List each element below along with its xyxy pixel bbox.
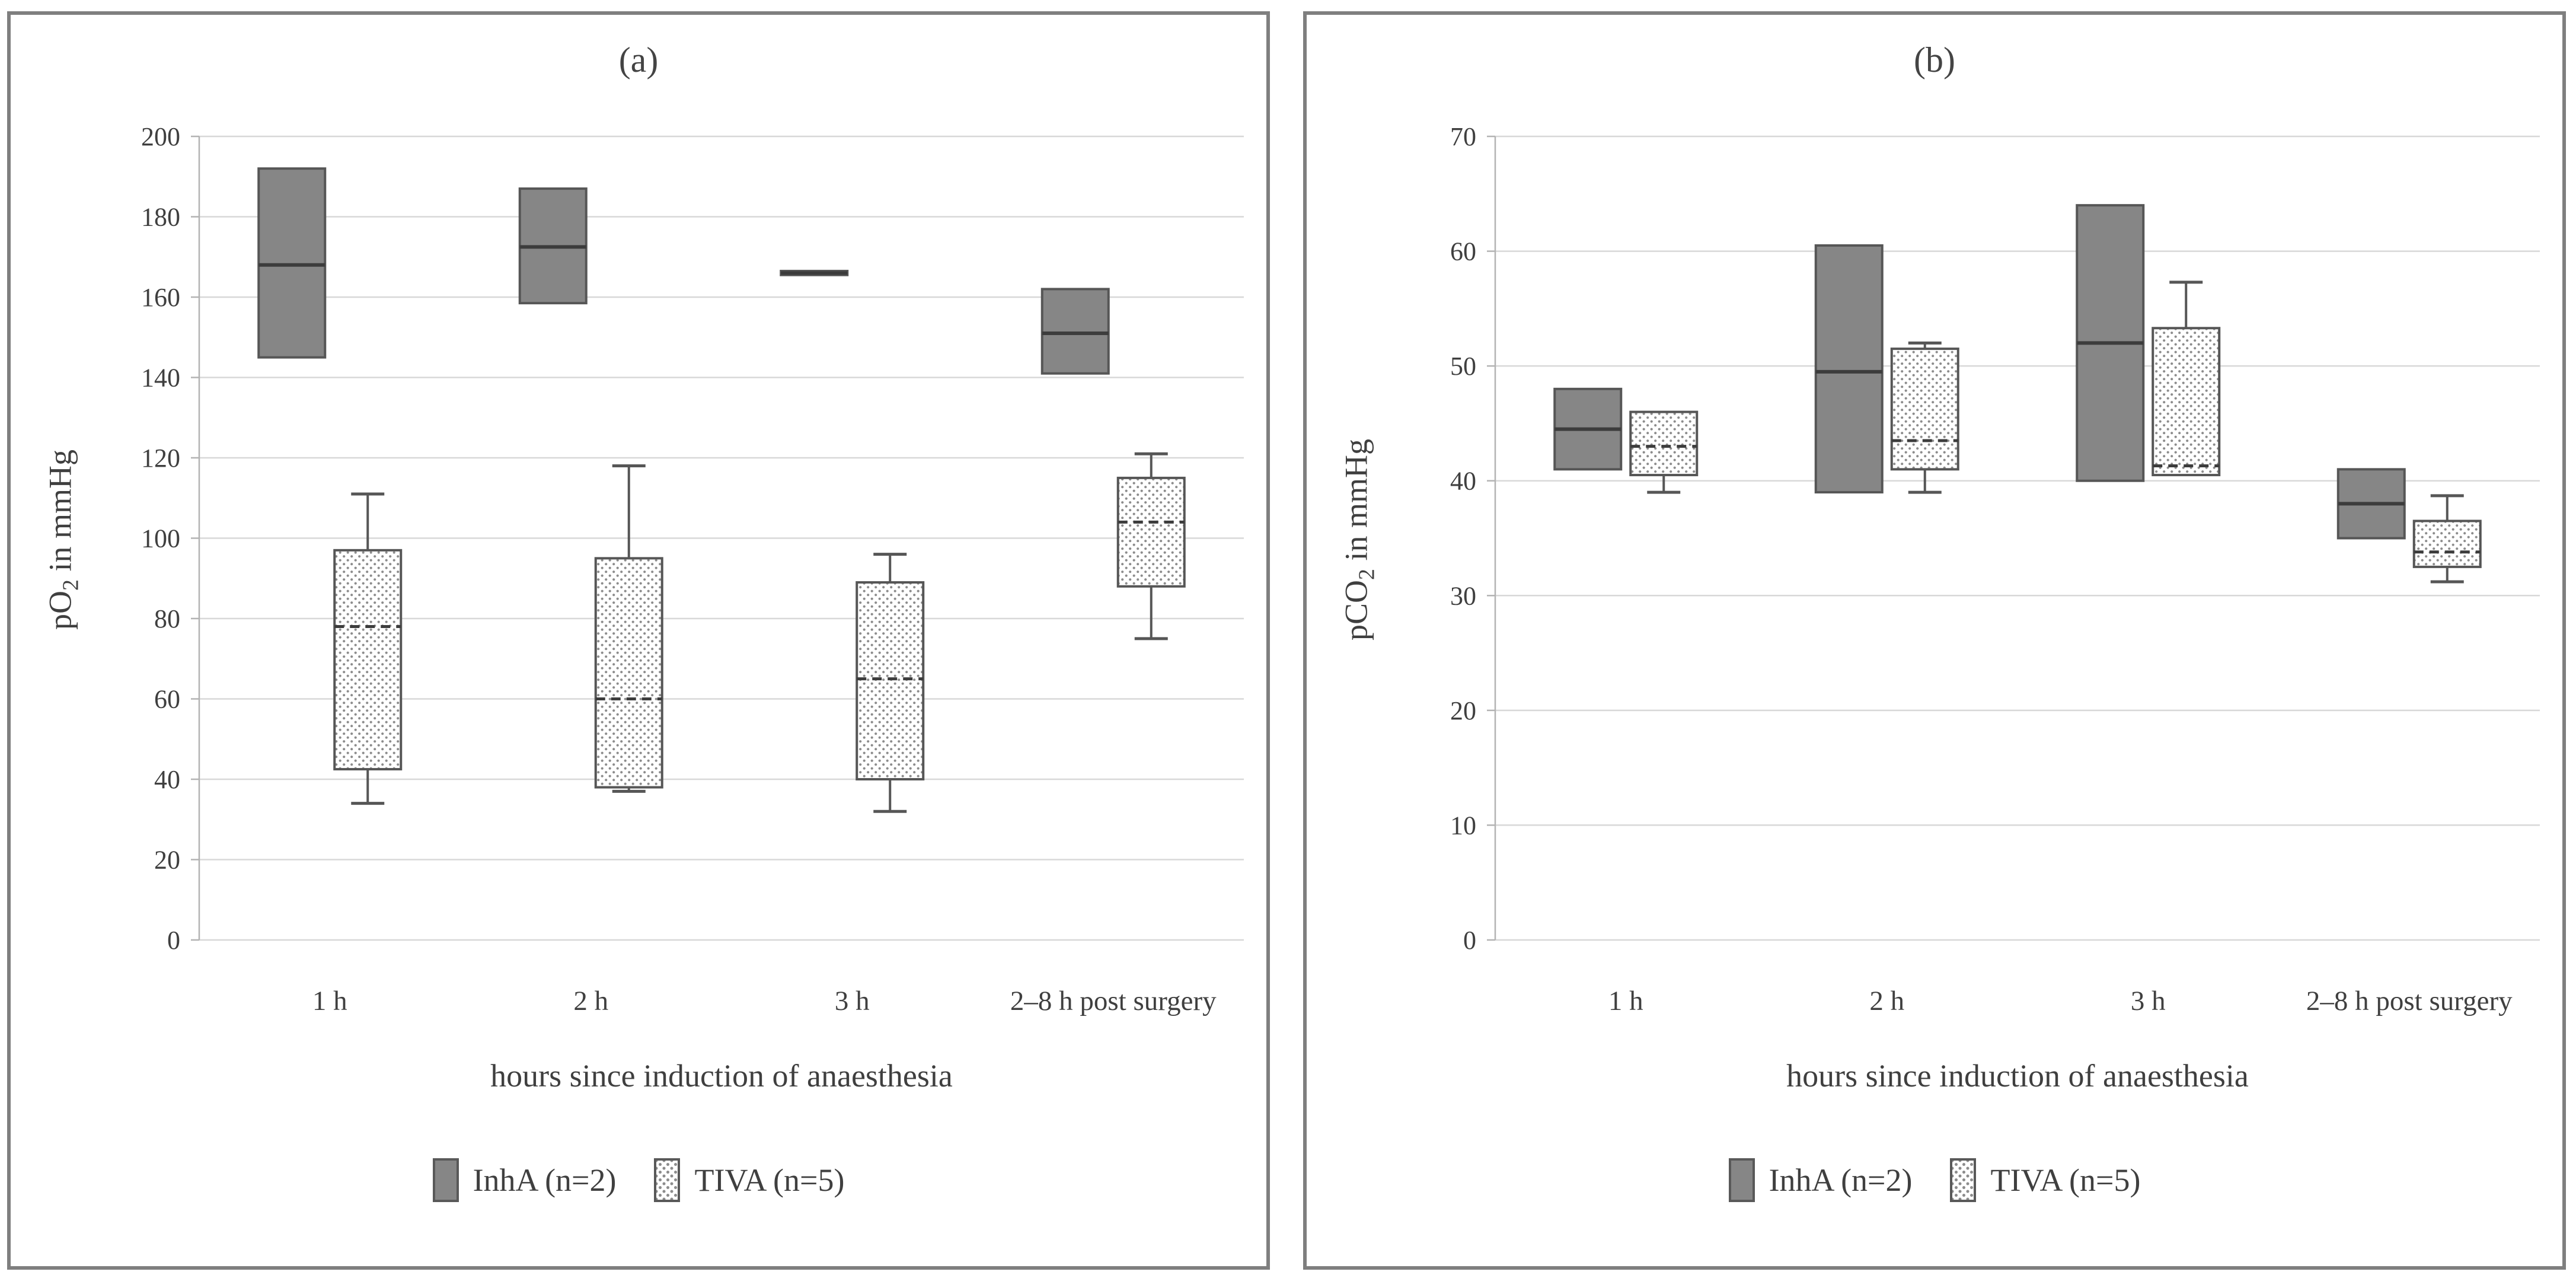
tiva-box-group	[594, 464, 663, 793]
y-tick-label: 10	[1450, 811, 1476, 840]
y-tick-label: 160	[141, 283, 180, 312]
y-tick-label: 0	[167, 926, 180, 955]
tiva-box	[856, 581, 925, 781]
panel-a-legend: InhA (n=2) TIVA (n=5)	[11, 1158, 1266, 1202]
x-category-label: 3 h	[2131, 986, 2166, 1016]
inha-box-group	[2336, 468, 2406, 540]
y-tick-label: 40	[1450, 467, 1476, 496]
tiva-swatch-icon	[654, 1158, 681, 1202]
y-tick-label: 20	[1450, 696, 1476, 725]
tiva-box	[594, 557, 663, 789]
inha-box-group	[1040, 288, 1110, 375]
panel-a: (a) pO2 in mmHg 0 20 40 60 80 100 120 140 160 180…	[7, 11, 1270, 1270]
y-tick-label: 60	[1450, 237, 1476, 266]
y-tick-label: 40	[154, 765, 180, 794]
panel-b-plot: 0 10 20 30 40 50 60 70 1 h 2 h 3 h 2–8 h post surge…	[1450, 122, 2540, 1016]
tiva-swatch-icon	[1950, 1158, 1977, 1202]
legend-item-tiva: TIVA (n=5)	[1950, 1158, 2140, 1202]
y-tick-label: 70	[1450, 122, 1476, 151]
inha-swatch-icon	[432, 1158, 459, 1202]
x-category-label: 2–8 h post surgery	[1010, 986, 1217, 1016]
inha-box-group	[1814, 244, 1884, 494]
legend-item-inha: InhA (n=2)	[1728, 1158, 1913, 1202]
inha-box-group	[257, 167, 327, 359]
x-category-label: 2–8 h post surgery	[2306, 986, 2513, 1016]
tiva-box-group	[2152, 281, 2221, 477]
panel-b-legend: InhA (n=2) TIVA (n=5)	[1307, 1158, 2562, 1202]
inha-box-group	[780, 269, 849, 276]
inha-box	[1040, 288, 1110, 375]
tiva-box-group	[2412, 494, 2482, 584]
inha-box	[257, 167, 327, 359]
tiva-legend-label: TIVA (n=5)	[694, 1162, 845, 1198]
x-category-label: 1 h	[1608, 986, 1643, 1016]
y-tick-label: 80	[154, 604, 180, 633]
inha-box-group	[2076, 204, 2145, 482]
x-category-label: 2 h	[1869, 986, 1904, 1016]
tiva-box	[1890, 348, 1959, 471]
y-tick-label: 200	[141, 122, 180, 151]
tiva-box	[2412, 520, 2482, 568]
tiva-legend-label: TIVA (n=5)	[1990, 1162, 2141, 1198]
inha-box	[1814, 244, 1884, 494]
inha-legend-label: InhA (n=2)	[1769, 1162, 1913, 1198]
panel-a-x-axis-title: hours since induction of anaesthesia	[490, 1058, 953, 1094]
x-category-label: 3 h	[835, 986, 870, 1016]
tiva-box-group	[1116, 452, 1186, 640]
tiva-box	[333, 549, 403, 771]
y-tick-label: 120	[141, 444, 180, 473]
panel-b-x-axis-title: hours since induction of anaesthesia	[1786, 1058, 2249, 1094]
y-tick-label: 100	[141, 524, 180, 553]
x-category-label: 2 h	[573, 986, 608, 1016]
panel-a-plot: 0 20 40 60 80 100 120 140 160 180 200 1 h 2 h 3 h 2–8 …	[141, 122, 1244, 1016]
tiva-box	[1629, 410, 1699, 477]
tiva-box-group	[1890, 341, 1959, 494]
y-tick-label: 20	[154, 846, 180, 875]
x-category-label: 1 h	[312, 986, 347, 1016]
legend-item-tiva: TIVA (n=5)	[654, 1158, 844, 1202]
y-tick-label: 0	[1463, 926, 1476, 955]
inha-legend-label: InhA (n=2)	[473, 1162, 617, 1198]
y-tick-label: 180	[141, 203, 180, 232]
legend-item-inha: InhA (n=2)	[432, 1158, 617, 1202]
tiva-box	[1116, 476, 1186, 588]
inha-box-group	[518, 187, 588, 305]
panel-b-title: (b)	[1914, 40, 1955, 79]
y-tick-label: 50	[1450, 352, 1476, 381]
tiva-box-group	[1629, 410, 1699, 494]
tiva-box-group	[333, 492, 403, 805]
y-tick-label: 140	[141, 364, 180, 393]
inha-swatch-icon	[1728, 1158, 1755, 1202]
y-tick-label: 60	[154, 685, 180, 714]
tiva-box	[2152, 327, 2221, 477]
y-tick-label: 30	[1450, 581, 1476, 610]
tiva-box-group	[856, 553, 925, 813]
inha-box-group	[1553, 387, 1623, 471]
panel-a-title: (a)	[618, 40, 659, 79]
